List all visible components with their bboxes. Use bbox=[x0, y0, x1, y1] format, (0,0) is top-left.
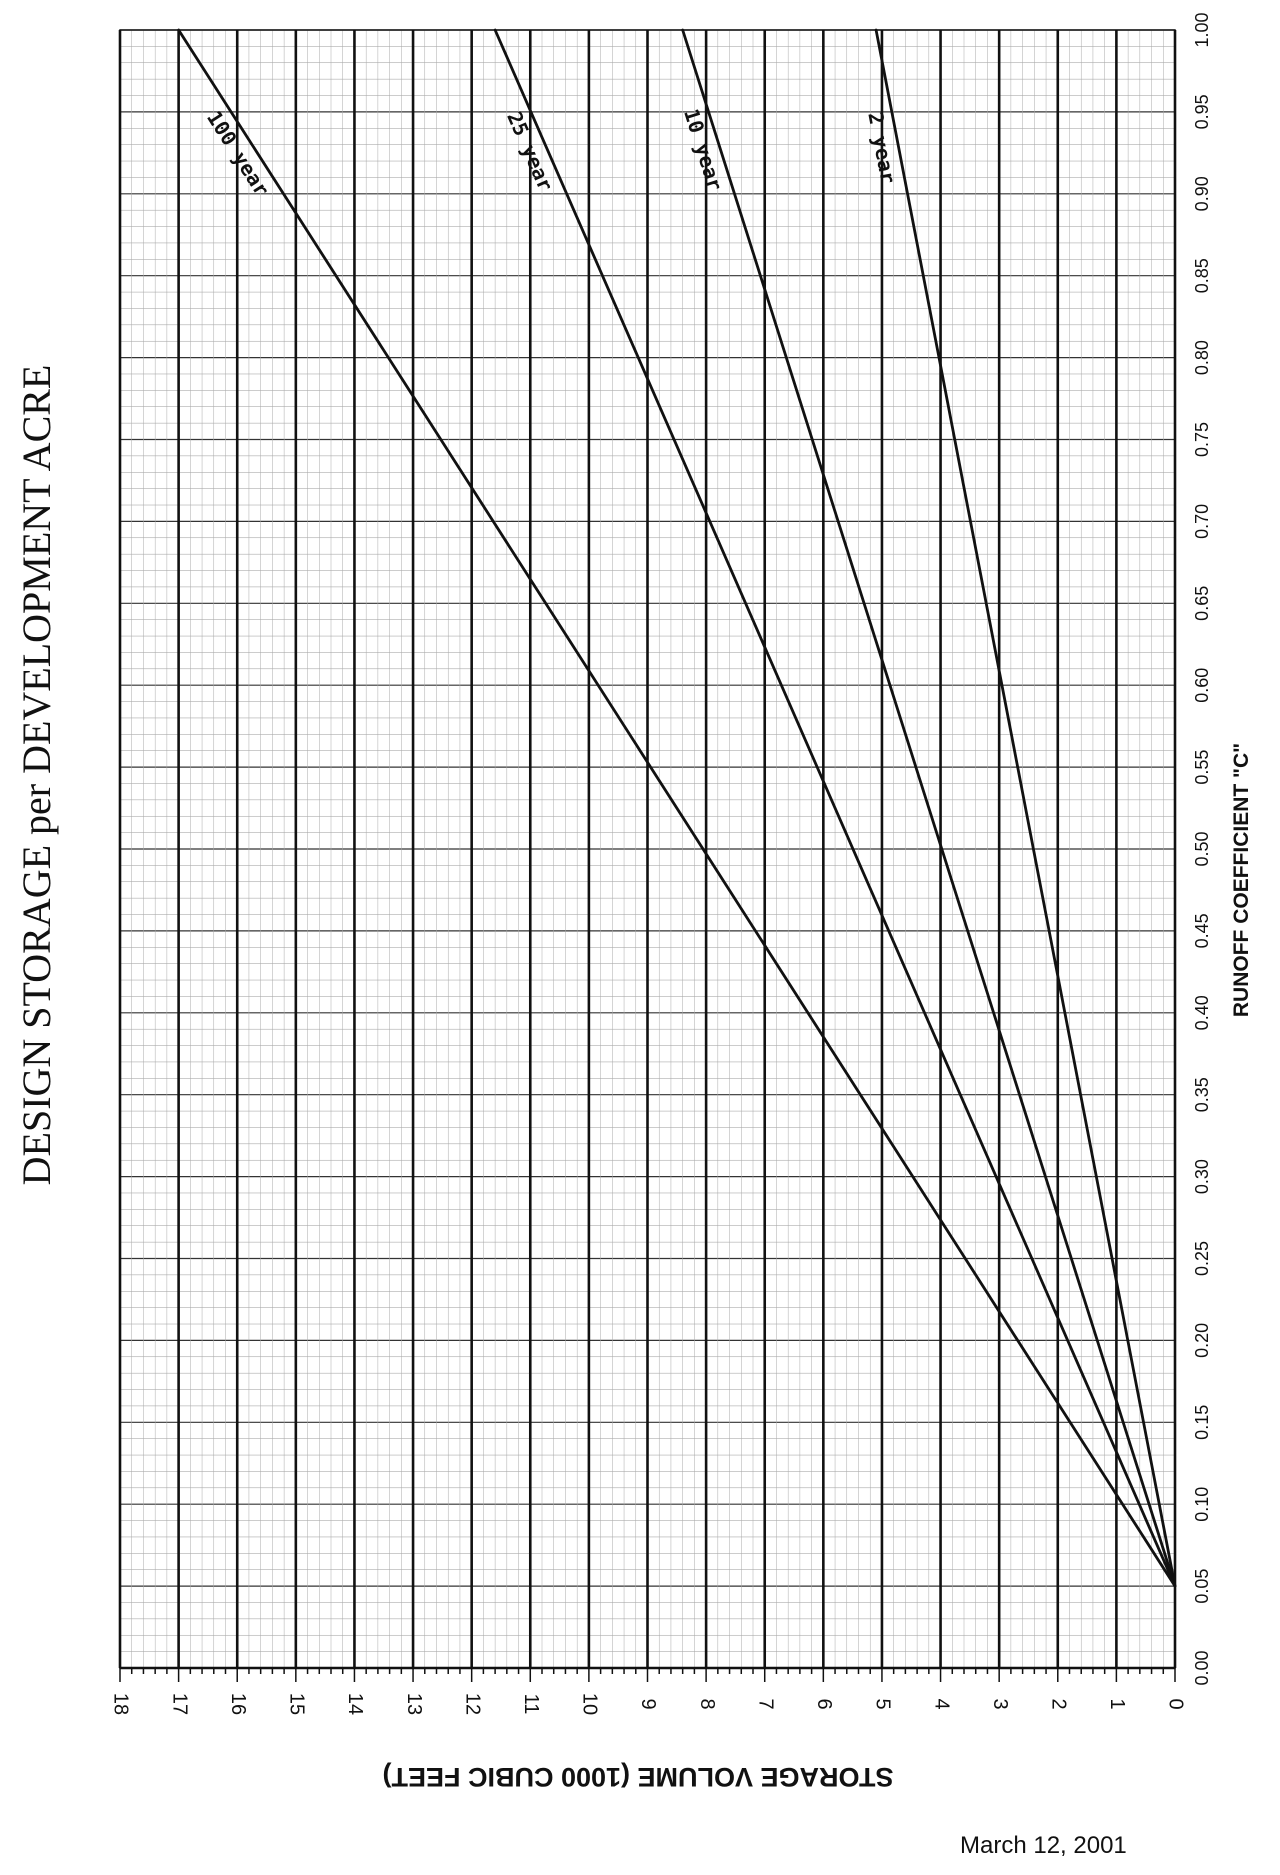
date-label: March 12, 2001 bbox=[960, 1832, 1127, 1859]
x-tick-label: 0.45 bbox=[1192, 913, 1212, 948]
y-tick-label: 6 bbox=[813, 1698, 835, 1709]
series-line bbox=[874, 28, 1177, 1588]
x-tick-label: 0.30 bbox=[1192, 1159, 1212, 1194]
y-tick-label: 10 bbox=[579, 1693, 601, 1715]
x-tick-labels: 0.00 0.05 0.10 0.15 0.20 0.25 0.30 0.35 0.40 0.45… bbox=[1192, 12, 1212, 1685]
y-tick-label: 11 bbox=[520, 1694, 542, 1715]
series-lines bbox=[177, 28, 1177, 1588]
y-tick-label: 3 bbox=[989, 1698, 1011, 1709]
x-tick-label: 0.80 bbox=[1192, 340, 1212, 375]
y-tick-label: 4 bbox=[930, 1698, 952, 1709]
x-tick-label: 0.40 bbox=[1192, 995, 1212, 1030]
series-line bbox=[681, 28, 1177, 1588]
y-tick-label: 5 bbox=[872, 1698, 894, 1709]
x-tick-label: 0.50 bbox=[1192, 831, 1212, 866]
x-tick-label: 0.70 bbox=[1192, 504, 1212, 539]
y-tick-label: 0 bbox=[1165, 1698, 1187, 1709]
y-tick-label: 14 bbox=[344, 1693, 366, 1715]
series-line bbox=[177, 28, 1177, 1588]
x-tick-label: 0.25 bbox=[1192, 1241, 1212, 1276]
y-tick-label: 17 bbox=[168, 1693, 190, 1715]
x-tick-label: 0.20 bbox=[1192, 1323, 1212, 1358]
y-tick-label: 1 bbox=[1106, 1698, 1128, 1709]
x-tick-label: 0.15 bbox=[1192, 1405, 1212, 1440]
x-tick-label: 1.00 bbox=[1192, 12, 1212, 47]
x-tick-label: 0.75 bbox=[1192, 422, 1212, 457]
series-line bbox=[493, 28, 1177, 1588]
x-axis-label: RUNOFF COEFFICIENT "C" bbox=[1230, 743, 1253, 1017]
x-tick-label: 0.65 bbox=[1192, 586, 1212, 621]
x-tick-label: 0.60 bbox=[1192, 668, 1212, 703]
grid bbox=[118, 29, 1177, 1682]
x-tick-label: 0.95 bbox=[1192, 94, 1212, 129]
y-tick-label: 15 bbox=[286, 1693, 308, 1715]
y-tick-label: 13 bbox=[403, 1693, 425, 1715]
y-tick-label: 9 bbox=[637, 1698, 659, 1709]
y-tick-label: 12 bbox=[461, 1693, 483, 1715]
x-tick-label: 0.00 bbox=[1192, 1650, 1212, 1685]
x-tick-label: 0.10 bbox=[1192, 1487, 1212, 1522]
x-tick-label: 0.90 bbox=[1192, 176, 1212, 211]
x-tick-label: 0.85 bbox=[1192, 258, 1212, 293]
x-tick-label: 0.05 bbox=[1192, 1569, 1212, 1604]
x-tick-label: 0.35 bbox=[1192, 1077, 1212, 1112]
x-tick-label: 0.55 bbox=[1192, 750, 1212, 785]
chart-title: DESIGN STORAGE per DEVELOPMENT ACRE bbox=[14, 365, 59, 1186]
y-axis-label: STORAGE VOLUME (1000 CUBIC FEET) bbox=[382, 1762, 893, 1792]
y-tick-label: 2 bbox=[1047, 1698, 1069, 1709]
y-tick-label: 18 bbox=[110, 1693, 132, 1715]
y-tick-label: 7 bbox=[754, 1698, 776, 1709]
y-tick-label: 16 bbox=[227, 1693, 249, 1715]
y-tick-label: 8 bbox=[696, 1698, 718, 1709]
